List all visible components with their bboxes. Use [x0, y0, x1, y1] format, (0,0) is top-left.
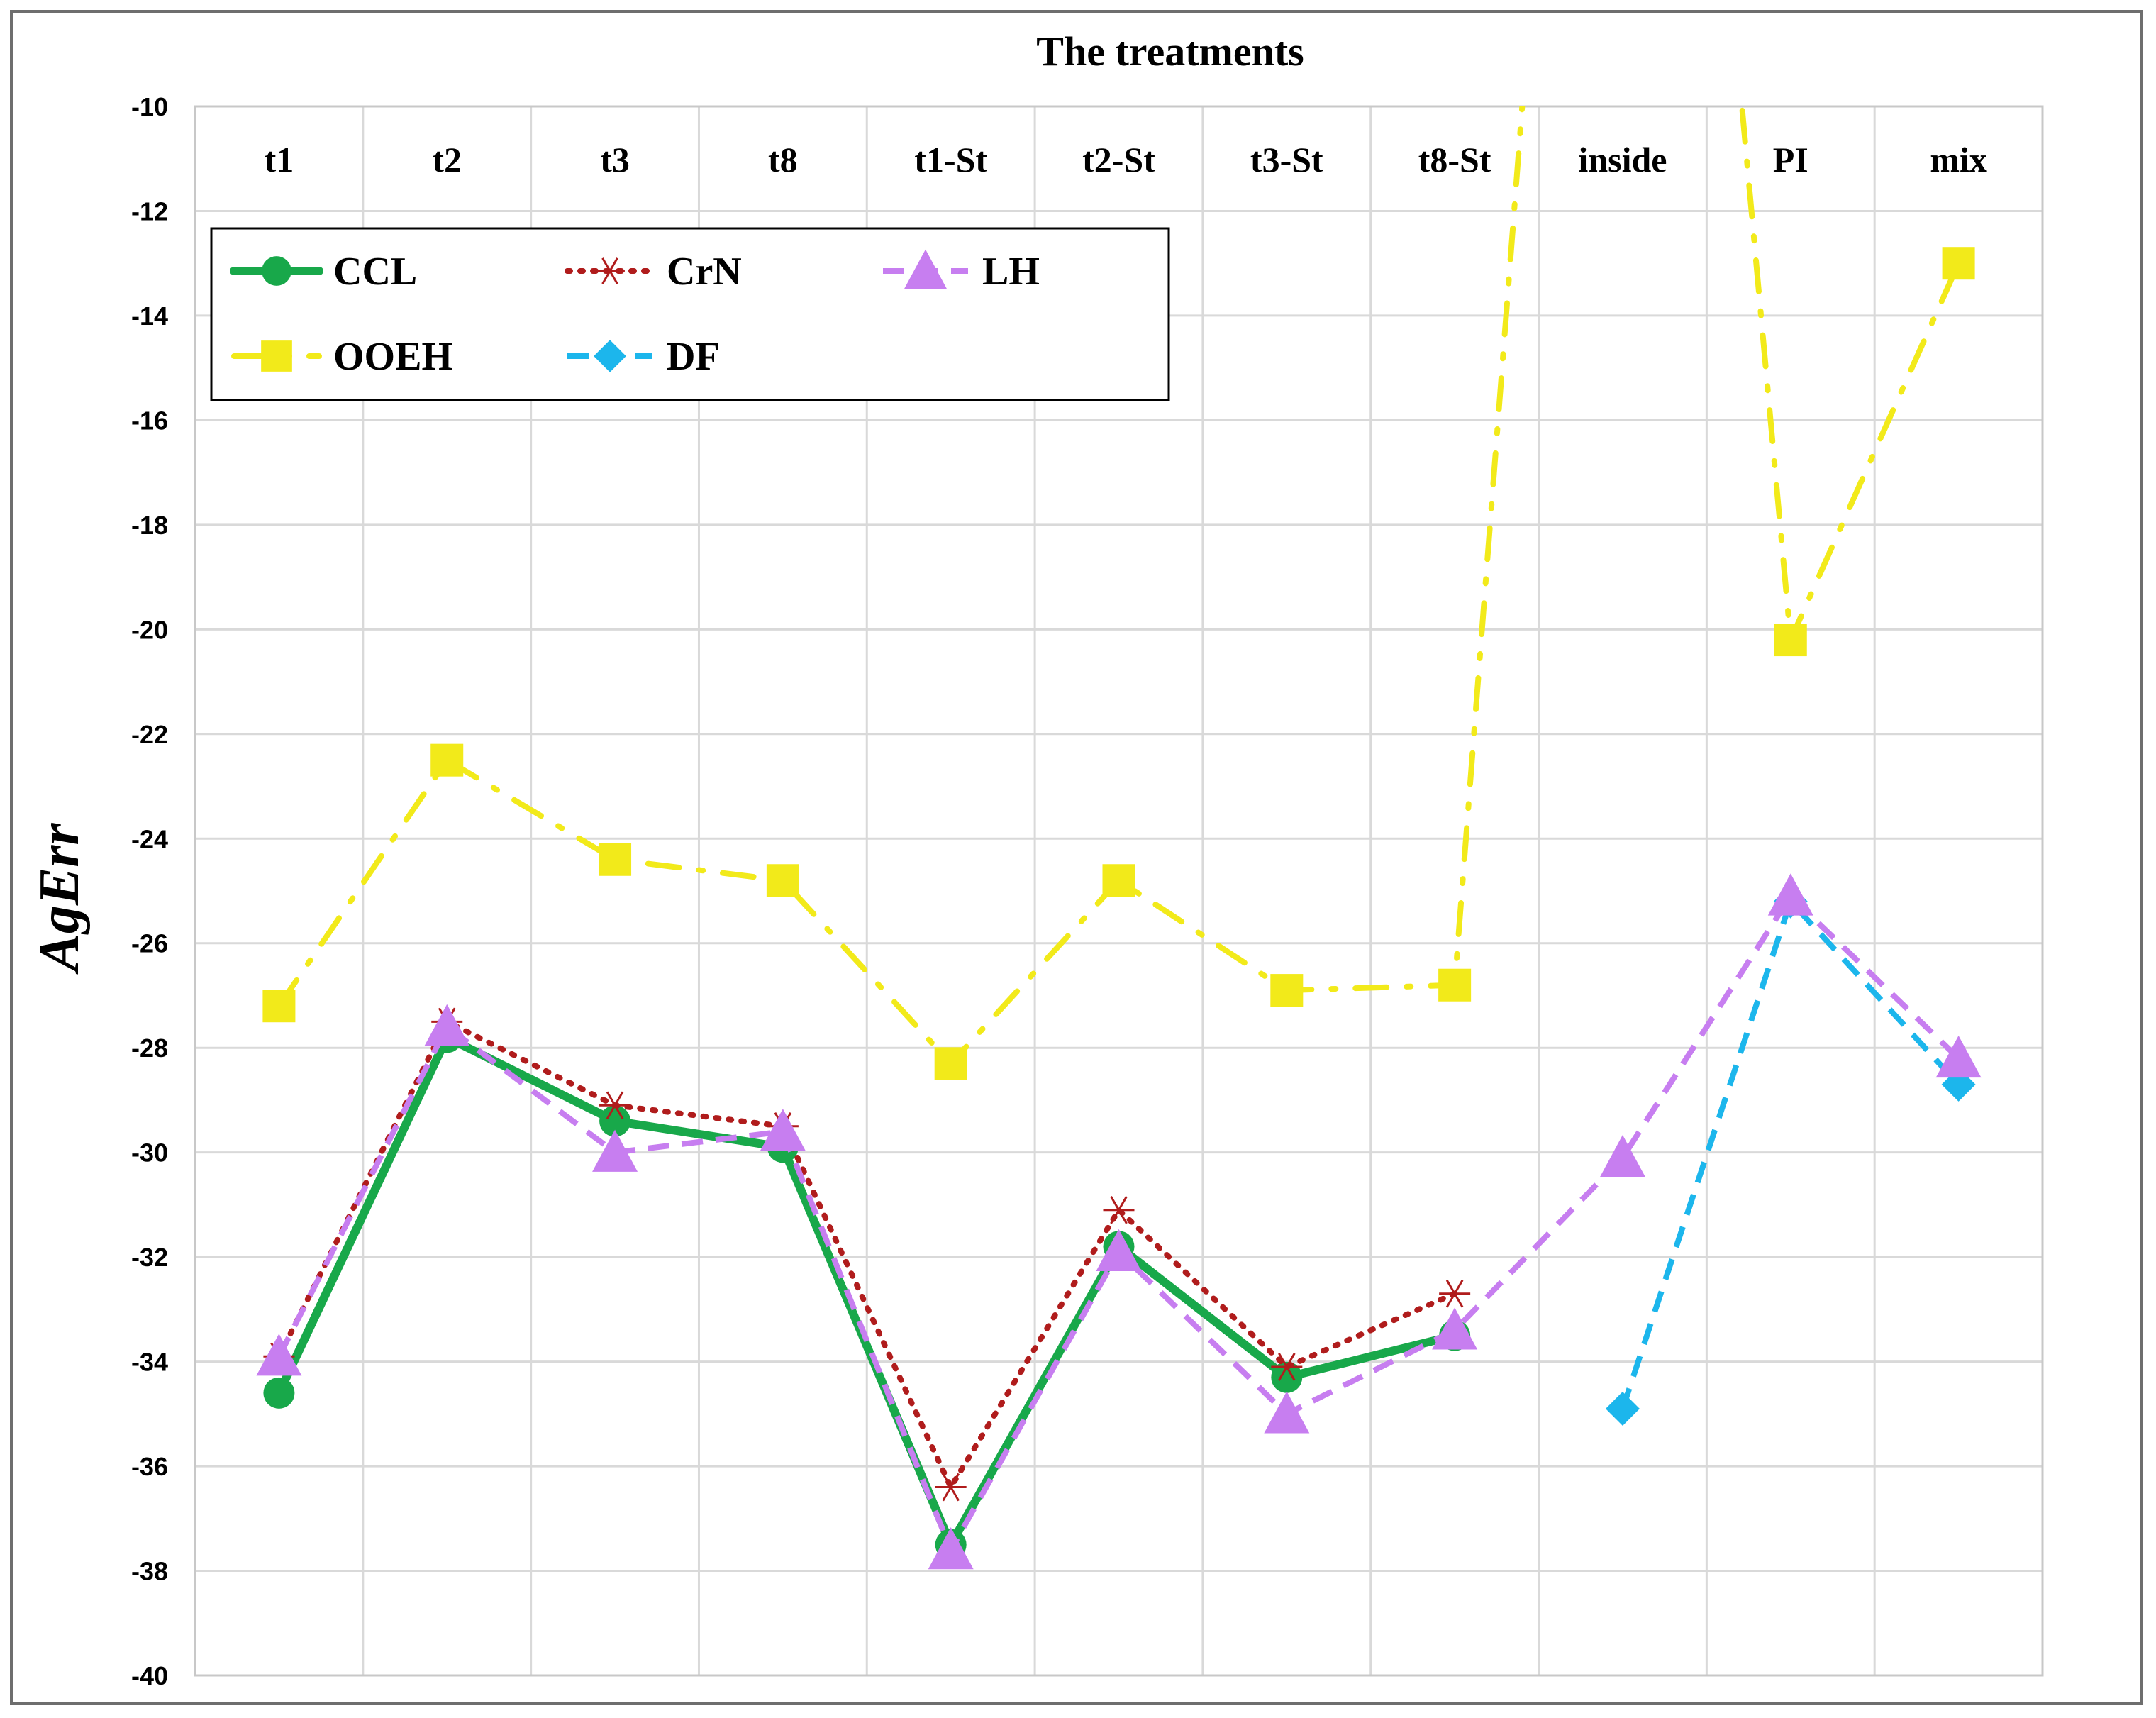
legend-label-LH: LH	[982, 250, 1040, 294]
data-point-LH	[1935, 1035, 1982, 1078]
data-point-LH	[592, 1129, 638, 1172]
legend-label-CrN: CrN	[667, 250, 742, 294]
x-tick-label: t8-St	[1418, 140, 1491, 179]
x-tick-label: t1-St	[914, 140, 987, 179]
x-tick-label: mix	[1930, 140, 1987, 179]
data-point-CrN	[1271, 1353, 1303, 1381]
data-point-OOEH	[766, 864, 799, 897]
y-tick-label: -26	[131, 929, 168, 958]
series-LH	[256, 873, 1982, 1570]
data-point-LH	[256, 1334, 302, 1376]
legend-marker-CrN	[595, 257, 625, 284]
data-point-CCL	[1271, 1361, 1303, 1393]
y-axis-label: AgErr	[28, 823, 91, 975]
y-tick-label: -40	[131, 1661, 168, 1690]
x-tick-label: t8	[768, 140, 798, 179]
data-point-CrN	[599, 1091, 631, 1120]
data-point-LH	[1264, 1391, 1310, 1434]
data-point-OOEH	[599, 843, 632, 876]
axes: -10 -12 -14 -16 -18 -20 -22 -24 -26 -28 -30 -32 -34 -…	[131, 92, 1987, 1690]
data-point-LH	[424, 1004, 470, 1046]
y-tick-label: -28	[131, 1033, 168, 1063]
y-tick-label: -32	[131, 1243, 168, 1272]
data-point-CrN	[1439, 1279, 1471, 1308]
data-point-OOEH	[1270, 974, 1304, 1007]
data-point-DF	[1605, 1391, 1640, 1426]
data-point-OOEH	[934, 1047, 967, 1080]
y-tick-label: -30	[131, 1138, 168, 1168]
x-tick-label: t3	[600, 140, 630, 179]
legend-marker-LH	[904, 249, 948, 289]
data-point-OOEH	[1774, 624, 1807, 657]
legend-marker-DF	[594, 340, 626, 372]
legend: CCL CrN LH OOEH DF	[210, 227, 1170, 401]
series-OOEH	[262, 106, 1975, 1080]
y-tick-label: -36	[131, 1452, 168, 1481]
y-tick-label: -20	[131, 615, 168, 644]
data-point-LH	[760, 1109, 806, 1151]
data-point-OOEH	[262, 990, 296, 1023]
data-point-OOEH	[1102, 864, 1135, 897]
y-tick-label: -14	[131, 301, 168, 331]
data-point-OOEH	[1942, 247, 1975, 280]
data-point-CCL	[599, 1105, 631, 1137]
series-DF	[1605, 884, 1976, 1426]
series-line-CrN	[276, 1019, 1458, 1490]
data-point-LH	[1767, 873, 1813, 916]
x-tick-label: inside	[1578, 140, 1667, 179]
y-tick-label: -18	[131, 511, 168, 540]
y-tick-label: -24	[131, 824, 168, 853]
legend-label-CCL: CCL	[333, 250, 417, 294]
legend-label-DF: DF	[667, 335, 720, 379]
x-tick-label: t1	[265, 140, 294, 179]
y-tick-label: -22	[131, 720, 168, 749]
y-tick-label: -38	[131, 1557, 168, 1586]
data-point-CrN	[935, 1473, 967, 1502]
y-tick-label: -34	[131, 1348, 168, 1377]
x-tick-label: t2-St	[1082, 140, 1155, 179]
y-tick-label: -12	[131, 196, 168, 226]
series-line-DF	[1620, 898, 1961, 1410]
data-point-OOEH	[430, 743, 464, 777]
plot-area-border	[194, 105, 2044, 1677]
legend-box	[210, 227, 1170, 401]
legend-marker-OOEH	[261, 340, 292, 372]
data-point-LH	[1599, 1135, 1645, 1177]
data-point-LH	[1432, 1307, 1478, 1350]
x-tick-label: t3-St	[1250, 140, 1323, 179]
data-point-CrN	[1103, 1195, 1135, 1224]
y-tick-label: -10	[131, 92, 168, 121]
y-tick-label: -16	[131, 406, 168, 435]
data-point-LH	[1096, 1229, 1142, 1271]
series-layer	[256, 106, 1982, 1570]
x-tick-label: PI	[1773, 140, 1808, 179]
data-point-CCL	[263, 1377, 295, 1409]
legend-label-OOEH: OOEH	[333, 335, 452, 379]
data-point-OOEH	[1438, 968, 1472, 1002]
x-tick-label: t2	[432, 140, 462, 179]
data-point-LH	[928, 1527, 974, 1570]
legend-marker-CCL	[262, 256, 291, 286]
chart-title: The treatments	[1036, 28, 1304, 74]
series-line-CCL	[274, 1033, 1460, 1549]
